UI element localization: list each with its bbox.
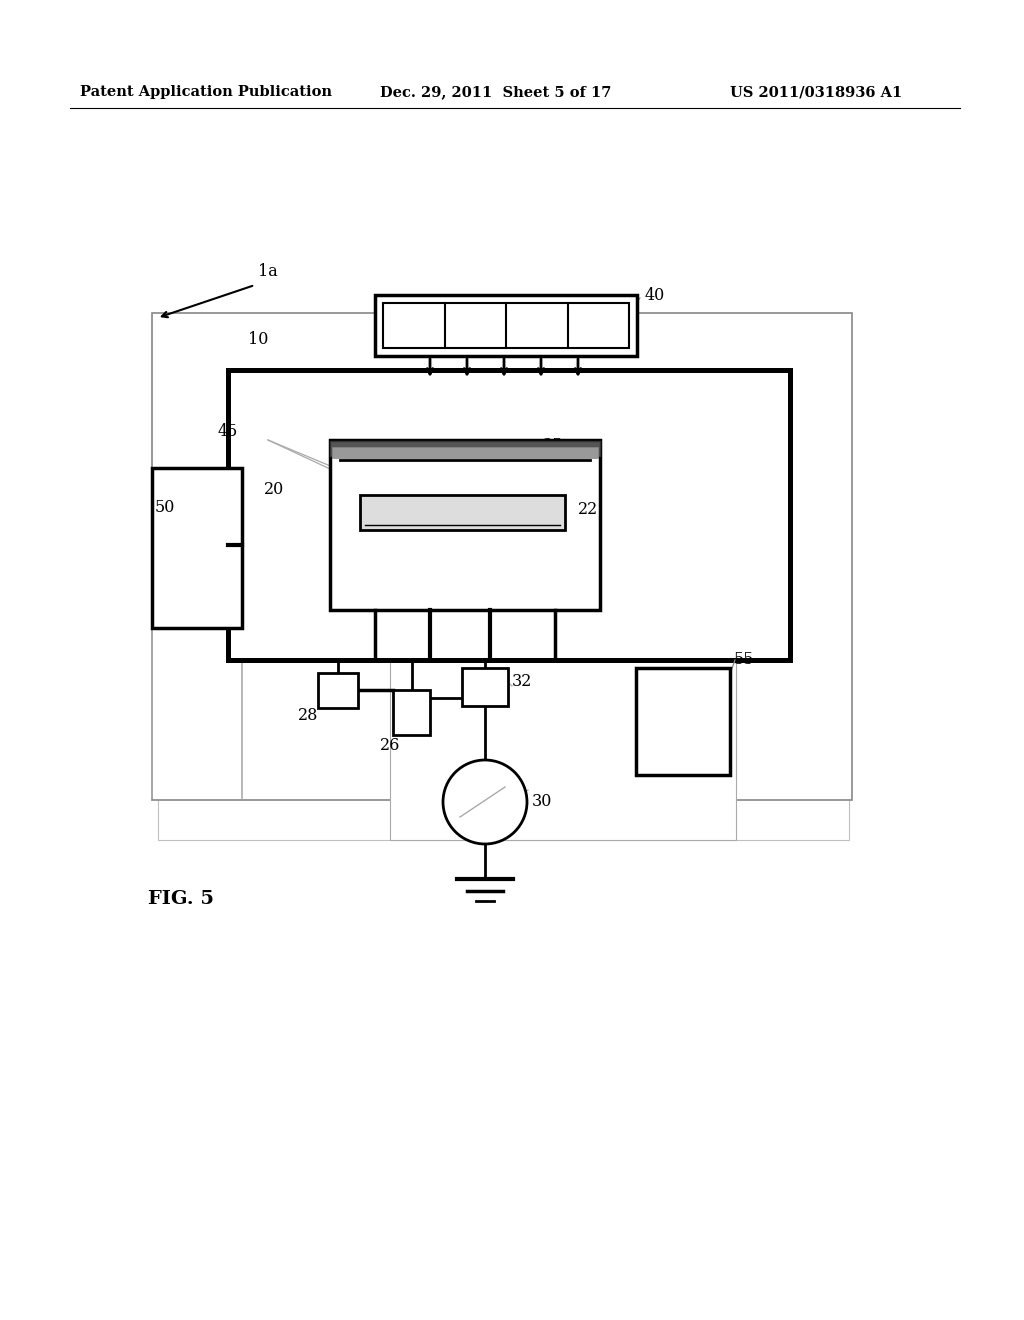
Bar [462, 668, 508, 706]
Circle shape [443, 760, 527, 843]
Bar [636, 668, 730, 775]
Bar [158, 660, 849, 840]
Bar [393, 690, 430, 735]
Text: Dec. 29, 2011  Sheet 5 of 17: Dec. 29, 2011 Sheet 5 of 17 [380, 84, 611, 99]
Text: 1a: 1a [258, 264, 278, 281]
Text: 55: 55 [734, 652, 755, 668]
Text: 10: 10 [248, 331, 268, 348]
Text: Patent Application Publication: Patent Application Publication [80, 84, 332, 99]
Bar [152, 469, 242, 628]
Bar [152, 313, 852, 800]
Text: 45: 45 [218, 424, 239, 441]
Text: 50: 50 [155, 499, 175, 516]
Bar [332, 447, 598, 458]
Text: 26: 26 [380, 737, 400, 754]
Text: 30: 30 [532, 793, 552, 810]
Bar [390, 660, 736, 840]
Text: 32: 32 [512, 673, 532, 690]
Text: 40: 40 [645, 286, 666, 304]
Text: FIG. 5: FIG. 5 [148, 890, 214, 908]
Text: 28: 28 [298, 706, 318, 723]
Text: US 2011/0318936 A1: US 2011/0318936 A1 [730, 84, 902, 99]
Bar [318, 673, 358, 708]
Text: 25: 25 [543, 437, 563, 454]
Bar [228, 370, 790, 660]
Text: 22: 22 [578, 502, 598, 519]
Bar [360, 495, 565, 531]
Text: 20: 20 [264, 482, 285, 499]
Bar [375, 294, 637, 356]
Bar [383, 304, 629, 348]
Bar [330, 440, 600, 610]
Bar [330, 441, 600, 455]
